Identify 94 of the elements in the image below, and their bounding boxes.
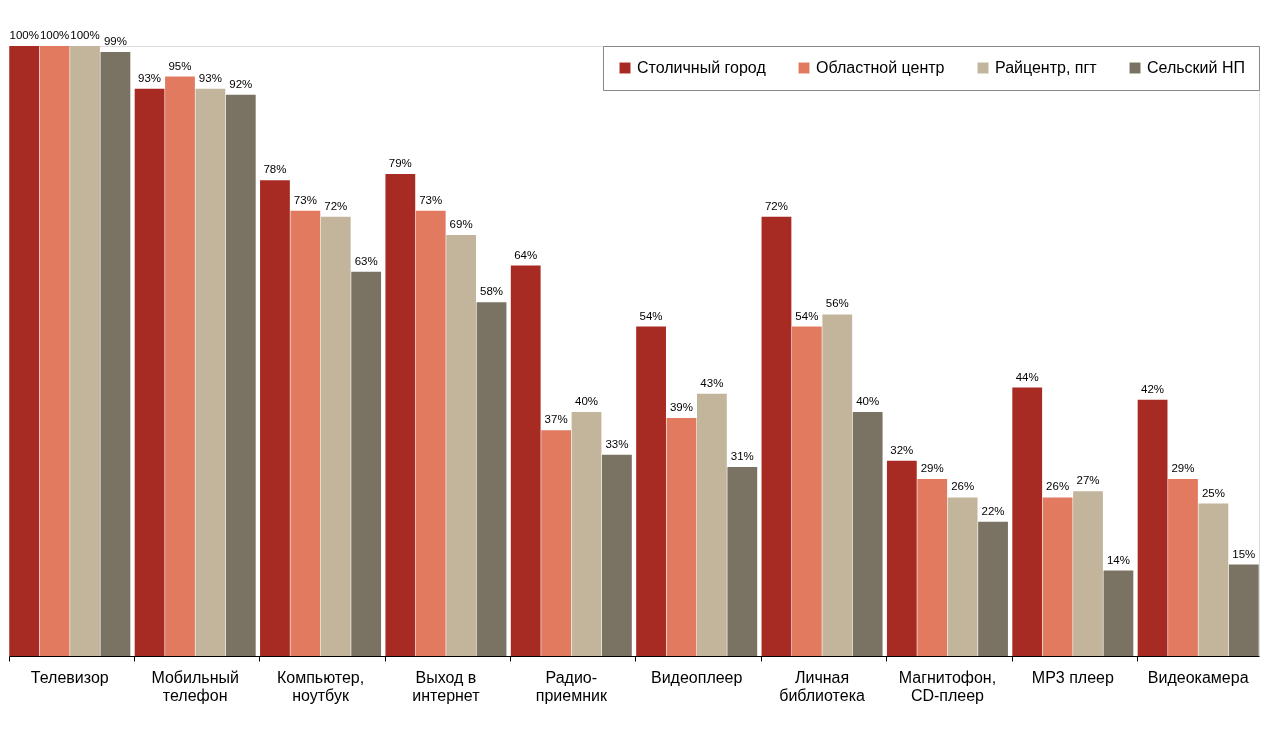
bar xyxy=(1103,570,1134,656)
data-label: 54% xyxy=(639,309,663,322)
data-label: 26% xyxy=(1046,480,1070,493)
bar xyxy=(1137,399,1168,656)
bar xyxy=(290,210,321,656)
data-label: 73% xyxy=(293,193,317,206)
data-label: 26% xyxy=(951,480,975,493)
legend-label: Сельский НП xyxy=(1147,59,1245,76)
data-label: 93% xyxy=(198,71,222,84)
bar xyxy=(70,46,100,656)
x-tick-label: Мобильный телефон xyxy=(151,668,239,704)
bar xyxy=(917,479,948,656)
bar xyxy=(541,430,572,656)
bar xyxy=(510,265,541,656)
bar xyxy=(978,521,1008,656)
x-tick-label: Выход в интернет xyxy=(412,668,481,704)
bar xyxy=(225,94,256,656)
x-tick-label: Телевизор xyxy=(30,668,109,686)
bar xyxy=(195,88,226,656)
bar xyxy=(947,497,978,656)
data-label: 40% xyxy=(575,395,599,407)
data-label: 64% xyxy=(514,248,538,261)
x-tick-label: Магнитофон, CD-плеер xyxy=(898,668,997,704)
bar xyxy=(761,216,792,656)
bar xyxy=(39,46,70,656)
data-label: 93% xyxy=(138,71,162,84)
bar xyxy=(385,174,416,656)
data-label: 69% xyxy=(449,218,473,231)
data-label: 95% xyxy=(168,59,192,72)
bar xyxy=(9,46,40,656)
bar xyxy=(260,180,290,656)
bar xyxy=(1073,491,1103,656)
bar xyxy=(1042,497,1073,656)
bar xyxy=(791,326,822,656)
data-label: 44% xyxy=(1015,370,1039,383)
data-label: 14% xyxy=(1106,553,1130,566)
x-tick-label: MP3 плеер xyxy=(1031,668,1114,686)
bar xyxy=(886,460,917,656)
data-label: 27% xyxy=(1076,474,1100,487)
bar xyxy=(1168,479,1198,656)
bar xyxy=(165,76,195,656)
data-label: 22% xyxy=(981,504,1005,517)
data-label: 33% xyxy=(605,437,629,450)
data-label: 72% xyxy=(324,199,348,212)
data-label: 29% xyxy=(920,462,944,475)
bar xyxy=(636,326,666,656)
data-label: 39% xyxy=(669,401,693,414)
legend-label: Столичный город xyxy=(637,59,767,76)
bar xyxy=(415,210,446,656)
bar xyxy=(1012,387,1043,656)
bar xyxy=(696,393,727,656)
data-label: 72% xyxy=(764,199,788,212)
bar xyxy=(666,418,697,656)
data-label: 58% xyxy=(480,285,504,298)
data-label: 78% xyxy=(263,163,287,176)
x-tick-label: Компьютер, ноутбук xyxy=(276,668,365,704)
bar xyxy=(852,412,883,656)
data-label: 40% xyxy=(856,395,880,407)
bar xyxy=(1228,564,1259,656)
bar xyxy=(320,216,351,656)
bar xyxy=(1198,503,1229,656)
data-label: 37% xyxy=(544,413,568,426)
x-tick-label: Радио- приемник xyxy=(535,668,608,704)
data-label: 43% xyxy=(700,376,724,389)
data-label: 29% xyxy=(1171,462,1195,475)
bar xyxy=(822,314,853,656)
data-label: 56% xyxy=(825,297,849,310)
data-label: 54% xyxy=(795,309,819,322)
data-label: 99% xyxy=(103,35,127,48)
data-label: 25% xyxy=(1201,486,1225,499)
data-label: 15% xyxy=(1232,547,1256,560)
bar xyxy=(602,454,632,656)
data-label: 92% xyxy=(229,77,253,90)
legend-label: Областной центр xyxy=(816,59,945,76)
data-label: 31% xyxy=(730,449,754,462)
bar xyxy=(134,88,165,656)
x-tick-label: Видеоплеер xyxy=(650,668,743,686)
x-tick-label: Видеокамера xyxy=(1147,668,1249,686)
bar xyxy=(351,271,382,656)
x-tick-label: Личная библиотека xyxy=(779,668,865,704)
data-label: 63% xyxy=(354,254,378,267)
bar xyxy=(476,302,507,656)
data-label: 100% xyxy=(39,29,70,41)
data-label: 42% xyxy=(1141,382,1165,395)
bar xyxy=(571,412,602,656)
bar xyxy=(446,235,477,656)
data-label: 73% xyxy=(419,193,443,206)
data-label: 32% xyxy=(890,443,914,456)
data-label: 100% xyxy=(9,29,39,41)
data-label: 79% xyxy=(388,157,412,170)
bar xyxy=(100,52,131,656)
legend-label: Райцентр, пгт xyxy=(995,59,1098,76)
data-label: 100% xyxy=(70,29,100,41)
bar xyxy=(727,466,758,656)
